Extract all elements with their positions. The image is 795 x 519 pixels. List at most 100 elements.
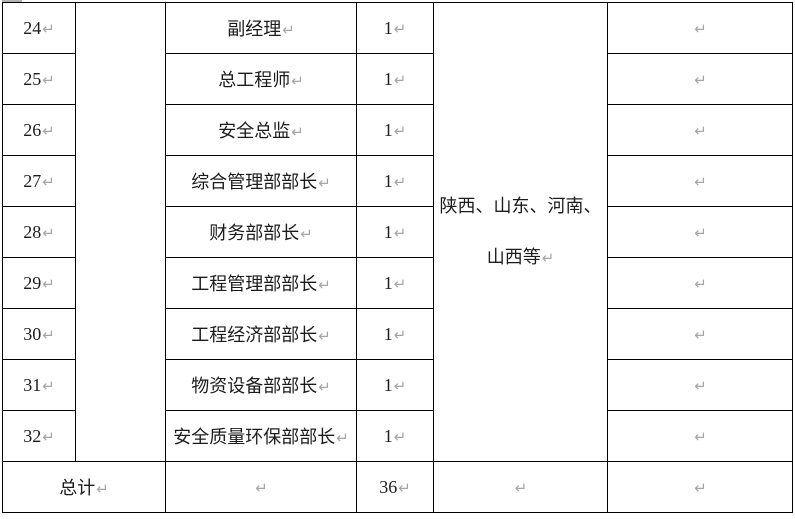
paragraph-mark: ↵ [318,174,331,192]
headcount-cell[interactable]: 1↵ [356,155,434,207]
row-number-cell[interactable]: 31↵ [2,359,76,411]
remarks-cell[interactable]: ↵ [607,257,793,309]
job-title: 总工程师 [218,70,291,90]
remarks-cell[interactable]: ↵ [607,53,793,105]
row-number-cell[interactable]: 24↵ [2,2,76,54]
total-count: 36 [379,476,398,497]
table-row: 32↵ 安全质量环保部部长↵ 1↵ ↵ [2,410,793,462]
job-title-cell[interactable]: 副经理↵ [165,2,357,54]
headcount-cell[interactable]: 1↵ [356,53,434,105]
paragraph-mark: ↵ [318,378,331,396]
paragraph-mark: ↵ [514,478,528,497]
remarks-cell[interactable]: ↵ [607,308,793,360]
staffing-table: 24↵ 副经理↵ 1↵ 陕西、山东、河南、 山西等↵ ↵ 25↵ 总工程师↵ 1… [2,2,793,513]
headcount-cell[interactable]: 1↵ [356,104,434,156]
row-number: 29 [23,272,42,293]
row-number: 27 [23,170,42,191]
table-row: 27↵ 综合管理部部长↵ 1↵ ↵ [2,155,793,207]
headcount: 1 [383,17,393,38]
row-number-cell[interactable]: 30↵ [2,308,76,360]
total-title-empty-cell[interactable]: ↵ [165,461,357,513]
paragraph-mark: ↵ [393,427,407,446]
headcount-cell[interactable]: 1↵ [356,206,434,258]
total-region-cell[interactable]: ↵ [433,461,608,513]
row-number-cell[interactable]: 28↵ [2,206,76,258]
paragraph-mark: ↵ [694,325,707,344]
row-number-cell[interactable]: 32↵ [2,410,76,462]
paragraph-mark: ↵ [42,70,55,89]
headcount: 1 [383,221,393,242]
row-number-cell[interactable]: 27↵ [2,155,76,207]
job-title: 工程管理部部长 [191,274,318,294]
headcount-cell[interactable]: 1↵ [356,410,434,462]
region-text: 山西等 [486,246,541,267]
row-number: 32 [23,425,42,446]
paragraph-mark: ↵ [42,274,55,293]
paragraph-mark: ↵ [42,172,55,191]
job-title: 安全质量环保部部长 [173,427,336,447]
job-title-cell[interactable]: 综合管理部部长↵ [165,155,357,207]
paragraph-mark: ↵ [393,70,407,89]
paragraph-mark: ↵ [694,19,707,38]
headcount-cell[interactable]: 1↵ [356,359,434,411]
region-line: 山西等↵ [435,232,607,284]
table-row: 28↵ 财务部部长↵ 1↵ ↵ [2,206,793,258]
total-label-cell[interactable]: 总计↵ [2,461,166,513]
job-title: 综合管理部部长 [191,172,318,192]
row-number-cell[interactable]: 29↵ [2,257,76,309]
row-number: 26 [23,119,42,140]
row-number: 30 [23,323,42,344]
headcount: 1 [383,170,393,191]
remarks-cell[interactable]: ↵ [607,206,793,258]
headcount-cell[interactable]: 1↵ [356,2,434,54]
headcount: 1 [383,323,393,344]
merged-empty-cell[interactable] [75,2,166,462]
row-number: 24 [23,17,42,38]
headcount-cell[interactable]: 1↵ [356,257,434,309]
total-count-cell[interactable]: 36↵ [356,461,434,513]
region-cell[interactable]: 陕西、山东、河南、 山西等↵ [433,2,608,462]
headcount: 1 [383,68,393,89]
job-title-cell[interactable]: 安全总监↵ [165,104,357,156]
paragraph-mark: ↵ [694,274,707,293]
paragraph-mark: ↵ [398,478,411,497]
paragraph-mark: ↵ [300,225,313,243]
paragraph-mark: ↵ [336,429,349,447]
headcount: 1 [383,119,393,140]
job-title-cell[interactable]: 工程经济部部长↵ [165,308,357,360]
total-remarks-cell[interactable]: ↵ [607,461,793,513]
paragraph-mark: ↵ [255,478,268,497]
paragraph-mark: ↵ [694,121,707,140]
paragraph-mark: ↵ [282,21,295,39]
remarks-cell[interactable]: ↵ [607,359,793,411]
paragraph-mark: ↵ [694,223,707,242]
job-title-cell[interactable]: 物资设备部部长↵ [165,359,357,411]
paragraph-mark: ↵ [393,172,407,191]
row-number-cell[interactable]: 26↵ [2,104,76,156]
paragraph-mark: ↵ [318,327,331,345]
headcount-cell[interactable]: 1↵ [356,308,434,360]
cropped-content-artifact [2,0,22,3]
remarks-cell[interactable]: ↵ [607,410,793,462]
paragraph-mark: ↵ [42,121,55,140]
job-title-cell[interactable]: 总工程师↵ [165,53,357,105]
row-number-cell[interactable]: 25↵ [2,53,76,105]
paragraph-mark: ↵ [42,19,55,38]
job-title-cell[interactable]: 工程管理部部长↵ [165,257,357,309]
paragraph-mark: ↵ [694,70,707,89]
paragraph-mark: ↵ [42,427,55,446]
job-title-cell[interactable]: 财务部部长↵ [165,206,357,258]
headcount: 1 [383,374,393,395]
paragraph-mark: ↵ [393,223,407,242]
paragraph-mark: ↵ [393,19,407,38]
job-title: 物资设备部部长 [191,376,318,396]
paragraph-mark: ↵ [42,325,55,344]
remarks-cell[interactable]: ↵ [607,2,793,54]
remarks-cell[interactable]: ↵ [607,155,793,207]
remarks-cell[interactable]: ↵ [607,104,793,156]
paragraph-mark: ↵ [393,274,407,293]
job-title: 财务部部长 [209,223,300,243]
paragraph-mark: ↵ [291,72,304,90]
job-title-cell[interactable]: 安全质量环保部部长↵ [165,410,357,462]
